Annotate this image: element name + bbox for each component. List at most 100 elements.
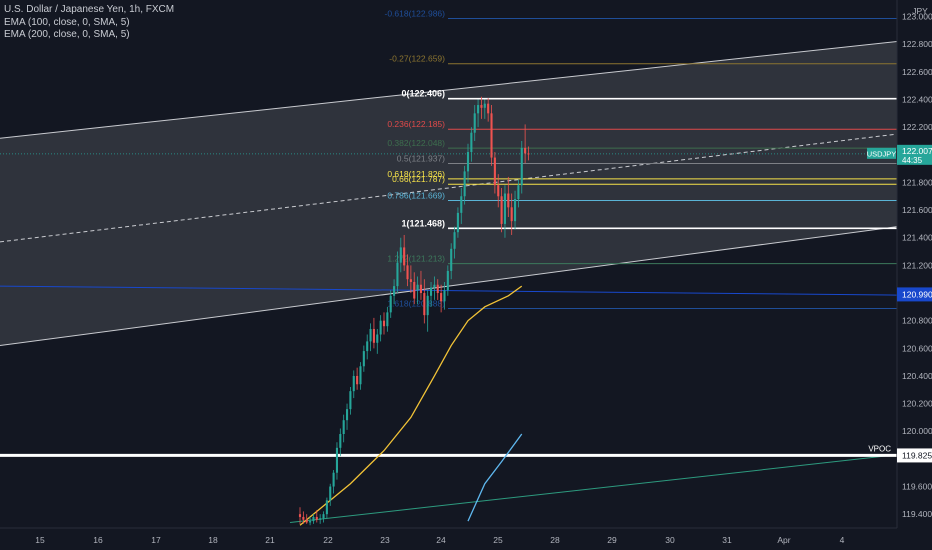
candle-body (329, 486, 332, 501)
candle (332, 469, 335, 494)
chart-legend: U.S. Dollar / Japanese Yen, 1h, FXCM EMA… (4, 4, 174, 42)
candle-body (466, 152, 470, 172)
candle (520, 140, 523, 194)
candle (423, 279, 426, 324)
time-tick-label: 17 (151, 535, 161, 545)
candle-body (419, 284, 423, 294)
candle-body (298, 514, 302, 517)
candle-body (433, 284, 436, 288)
candle-body (473, 113, 476, 133)
candle (493, 152, 496, 194)
candle-body (389, 295, 392, 313)
time-tick-label: 25 (493, 535, 503, 545)
candle-body (342, 420, 345, 435)
candle (309, 516, 312, 526)
fib-label-0: -0.618(122.986) (385, 9, 446, 19)
ema-100-legend[interactable]: EMA (100, close, 0, SMA, 5) (4, 16, 130, 28)
symbol-tag-label: USDJPY (867, 149, 897, 158)
candle-body (480, 105, 483, 108)
candle (302, 511, 305, 524)
ema-lines (299, 285, 523, 526)
time-tick-label: 23 (380, 535, 390, 545)
fib-label-3: 0.236(122.185) (387, 119, 445, 129)
last-price-badge (897, 144, 932, 165)
candle (443, 281, 446, 310)
fib-label-6: 0.618(121.826) (387, 169, 445, 179)
candle-body (406, 265, 409, 280)
candle (527, 146, 530, 161)
candle-body (513, 199, 517, 222)
price-tick-label: 120.000 (902, 426, 932, 436)
candle (319, 514, 322, 524)
fib-label-1: -0.27(122.659) (389, 54, 445, 64)
price-axis-background (897, 0, 932, 528)
candle-body (483, 103, 486, 108)
candle-body (470, 132, 473, 153)
time-tick-label: 28 (550, 535, 560, 545)
candle (379, 315, 382, 342)
candle-body (372, 328, 375, 343)
candle (386, 306, 389, 332)
candle (419, 270, 423, 300)
fib-label-9: 1(121.468) (401, 218, 445, 228)
candle (399, 237, 402, 273)
candle-body (305, 519, 308, 523)
candle (366, 334, 369, 360)
channel-midline (0, 133, 898, 243)
price-tick-label: 122.200 (902, 122, 932, 132)
bar-countdown: 44:35 (902, 156, 923, 165)
candle-body (349, 391, 352, 410)
candle (349, 387, 352, 415)
price-tick-label: 121.200 (902, 260, 932, 270)
price-axis[interactable]: 119.400 119.600 120.000 120.200 120.400 120.6… (896, 0, 932, 528)
fib-label-5: 0.5(121.937) (397, 154, 445, 164)
candle (433, 276, 436, 300)
candle-body (426, 295, 429, 316)
ema-200-legend[interactable]: EMA (200, close, 0, SMA, 5) (4, 29, 130, 40)
candle-body (332, 472, 335, 487)
candle (490, 105, 493, 166)
candle-body (450, 248, 453, 271)
price-tick-label: 120.200 (902, 399, 932, 409)
teal-trendline (289, 454, 898, 523)
candle (382, 312, 386, 335)
candle-body (440, 293, 443, 302)
vpoc-badge-value: 119.825 (902, 450, 932, 460)
candle (329, 483, 332, 506)
candle-body (335, 447, 339, 473)
candle (466, 143, 470, 183)
candle-body (366, 341, 369, 352)
candle-body (436, 284, 439, 294)
candle (470, 127, 473, 162)
ema-100-line (299, 285, 523, 526)
time-axis[interactable]: 15 16 17 18 21 22 23 24 25 28 29 30 31 Apr 4 (0, 527, 932, 550)
time-tick-label: 21 (265, 535, 275, 545)
candle (480, 96, 483, 119)
candle-body (325, 500, 328, 515)
price-tick-label: 119.400 (902, 509, 932, 519)
blue-trendline (0, 285, 898, 296)
candle (298, 507, 302, 524)
candle-body (456, 212, 459, 233)
fib-label-8: 0.786(121.669) (387, 191, 445, 201)
candle-body (463, 171, 466, 197)
symbol-title[interactable]: U.S. Dollar / Japanese Yen, 1h, FXCM (4, 4, 175, 15)
candle (339, 428, 342, 457)
fib-label-7: 0.66(121.787) (392, 174, 445, 184)
candle (409, 265, 412, 294)
candle (359, 362, 362, 390)
regression-channel (0, 40, 898, 347)
candle-body (490, 113, 493, 158)
candle (312, 514, 315, 524)
candle (356, 367, 359, 390)
candle (362, 345, 365, 372)
candle (352, 370, 355, 399)
level-badge-value: 120.990 (902, 289, 932, 299)
candle-body (312, 516, 315, 522)
candle-body (302, 516, 305, 520)
candle-body (460, 196, 463, 213)
candle (396, 251, 399, 294)
fib-label-2: 0(122.406) (401, 89, 445, 99)
